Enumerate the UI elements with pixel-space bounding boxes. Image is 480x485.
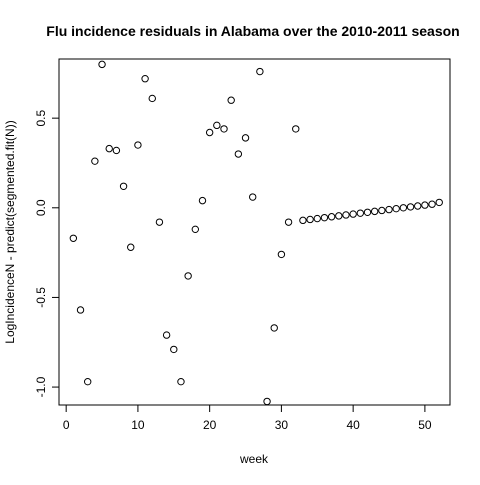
data-point xyxy=(119,182,128,190)
data-point xyxy=(227,96,235,104)
data-point xyxy=(327,213,336,221)
data-point xyxy=(277,250,286,259)
data-point xyxy=(356,209,365,217)
data-point xyxy=(299,216,307,225)
y-tick-label: 0.0 xyxy=(34,199,48,216)
data-point xyxy=(241,134,250,142)
x-tick-label: 50 xyxy=(418,418,432,432)
x-tick-label: 10 xyxy=(131,418,145,432)
x-axis: 0 10 20 30 40 50 xyxy=(63,405,432,432)
data-point xyxy=(112,146,121,155)
data-point xyxy=(76,306,85,314)
data-point xyxy=(335,212,343,220)
data-point xyxy=(256,67,264,76)
data-point xyxy=(141,75,149,83)
x-tick-label: 40 xyxy=(346,418,360,432)
x-tick-label: 30 xyxy=(275,418,289,432)
data-point xyxy=(414,202,422,210)
data-point xyxy=(392,204,400,213)
data-point xyxy=(349,210,357,218)
y-axis: -1.0 -0.5 0.0 0.5 xyxy=(34,109,59,397)
data-point xyxy=(270,324,278,332)
data-point xyxy=(127,243,135,251)
chart-title: Flu incidence residuals in Alabama over … xyxy=(46,23,459,39)
data-point xyxy=(220,125,228,133)
data-point xyxy=(91,157,99,165)
data-point xyxy=(98,60,106,69)
data-point xyxy=(177,377,185,386)
data-point xyxy=(162,331,171,339)
data-point xyxy=(148,94,156,103)
data-point xyxy=(428,200,436,208)
data-point xyxy=(370,207,379,216)
data-point xyxy=(234,150,243,158)
data-point xyxy=(263,397,271,406)
data-points xyxy=(69,60,443,406)
data-point xyxy=(213,121,221,130)
data-point xyxy=(205,128,214,137)
data-point xyxy=(249,193,257,201)
data-point xyxy=(198,196,207,205)
data-point xyxy=(292,125,300,133)
data-point xyxy=(105,144,113,153)
data-point xyxy=(342,211,350,219)
data-point xyxy=(134,141,142,149)
data-point xyxy=(399,204,408,212)
y-tick-label: -1.0 xyxy=(34,376,48,397)
data-point xyxy=(406,203,415,211)
data-point xyxy=(155,218,164,226)
data-point xyxy=(313,214,321,223)
data-point xyxy=(320,213,329,222)
data-point xyxy=(83,377,92,386)
data-point xyxy=(385,205,393,214)
data-point xyxy=(191,225,200,234)
data-point xyxy=(378,206,386,215)
data-point xyxy=(170,345,178,354)
y-axis-label: LogIncidenceN - predict(segmented.fit(N)… xyxy=(3,120,17,343)
data-point xyxy=(69,234,78,242)
data-point xyxy=(306,215,314,224)
x-tick-label: 20 xyxy=(203,418,217,432)
plot-frame xyxy=(58,58,451,406)
y-tick-label: -0.5 xyxy=(34,287,48,308)
x-axis-label: week xyxy=(239,452,269,466)
x-tick-label: 0 xyxy=(63,418,70,432)
data-point xyxy=(435,198,443,207)
y-tick-label: 0.5 xyxy=(34,109,48,126)
data-point xyxy=(284,218,293,226)
data-point xyxy=(363,208,372,216)
data-point xyxy=(421,201,429,209)
data-point xyxy=(184,272,192,280)
